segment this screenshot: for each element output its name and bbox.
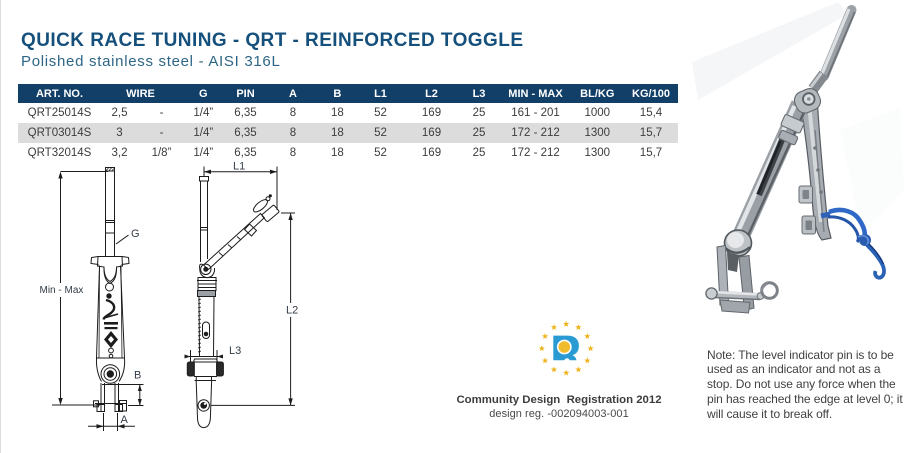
svg-text:Min - Max: Min - Max	[40, 285, 84, 296]
svg-text:L1: L1	[233, 161, 245, 173]
svg-text:L3: L3	[229, 345, 241, 357]
svg-text:A: A	[121, 414, 129, 426]
svg-text:G: G	[131, 228, 140, 240]
svg-text:L2: L2	[286, 305, 298, 317]
svg-text:B: B	[134, 370, 141, 382]
